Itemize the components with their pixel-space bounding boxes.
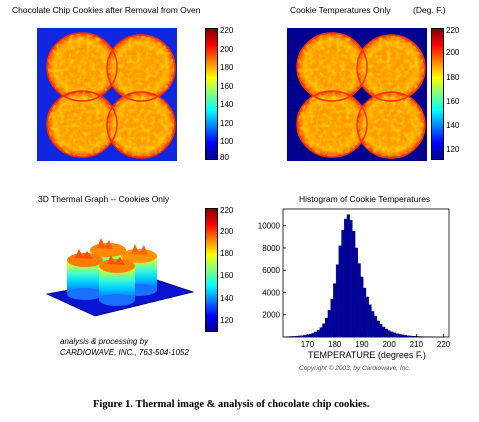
histogram-bar [300, 335, 304, 338]
histogram-bar [335, 264, 339, 338]
colorbar-tick: 200 [220, 227, 234, 236]
x-tick-label: 220 [437, 340, 451, 349]
histogram-bar [393, 332, 397, 338]
colorbar-tick: 180 [446, 73, 460, 82]
histogram-bar [341, 229, 345, 338]
unit-label: (Deg. F.) [413, 5, 446, 15]
colorbar-tick: 220 [446, 26, 460, 35]
colorbar-tick: 160 [220, 82, 234, 91]
histogram-bar [365, 296, 369, 338]
thermal-colorbar [205, 28, 218, 160]
x-tick-label: 190 [355, 340, 369, 349]
x-tick-label: 210 [410, 340, 424, 349]
histogram-bar [395, 333, 399, 338]
histogram-bar [289, 336, 293, 338]
colorbar-tick: 220 [220, 206, 234, 215]
histogram-bar [338, 245, 342, 338]
histogram-bar [322, 323, 326, 338]
histogram-bar [311, 333, 315, 338]
histogram-bar [295, 335, 299, 338]
colorbar-tick: 120 [446, 145, 460, 154]
thermal-title: Chocolate Chip Cookies after Removal fro… [12, 5, 201, 15]
histogram-bar [409, 335, 413, 338]
colorbar-tick: 160 [220, 271, 234, 280]
histogram-bar [333, 283, 337, 338]
histogram-bar [319, 327, 323, 338]
colorbar-tick: 180 [220, 249, 234, 258]
histogram-title: Histogram of Cookie Temperatures [299, 194, 431, 204]
histogram-bar [292, 336, 296, 338]
histogram-bar [303, 335, 307, 338]
histogram-bar [376, 320, 380, 338]
colorbar-tick: 120 [220, 316, 234, 325]
x-tick-label: 170 [301, 340, 315, 349]
y-tick-label: 2000 [262, 311, 280, 320]
colorbar-tick: 120 [220, 119, 234, 128]
histogram-bar [398, 334, 402, 338]
y-tick-label: 6000 [262, 266, 280, 275]
histogram-chart: 2000 4000 6000 8000 10000 170 180 190 200 210 220 [258, 208, 451, 349]
credit-line-2: CARDIOWAVE, INC., 763-504-1052 [60, 348, 189, 357]
histogram-bar [401, 334, 405, 338]
histogram-bar [371, 311, 375, 338]
histogram-bar [316, 330, 320, 338]
colorbar-tick: 220 [220, 26, 234, 35]
cookies-only-title: Cookie Temperatures Only [290, 5, 391, 15]
colorbar-tick: 160 [446, 97, 460, 106]
histogram-bar [344, 218, 348, 338]
colorbar-tick: 200 [220, 45, 234, 54]
colorbar-tick: 80 [220, 153, 229, 162]
histogram-bar [374, 316, 378, 338]
histogram-bar [357, 263, 361, 338]
histogram-bar [360, 276, 364, 338]
cookies-only-image [287, 28, 427, 161]
histogram-bar [352, 231, 356, 338]
histogram-bar [327, 310, 331, 338]
credit-line-1: analysis & processing by [60, 337, 149, 346]
graph3d-colorbar [205, 208, 218, 332]
histogram-bar [330, 299, 334, 338]
histogram-bar [390, 331, 394, 338]
colorbar-tick: 200 [446, 48, 460, 57]
graph3d-title: 3D Thermal Graph -- Cookies Only [38, 194, 170, 204]
colorbar-tick: 180 [220, 63, 234, 72]
histogram-bar [382, 326, 386, 338]
figure-caption: Figure 1. Thermal image & analysis of ch… [93, 399, 370, 410]
histogram-bar [412, 336, 416, 338]
histogram-bar [403, 335, 407, 338]
histogram-bar [379, 324, 383, 338]
histogram-bar [346, 214, 350, 338]
y-tick-label: 8000 [262, 244, 280, 253]
thermal-colorbar-ticks: 220 200 180 160 140 120 100 80 [220, 26, 246, 162]
histogram-bar [297, 335, 301, 338]
y-tick-label: 10000 [258, 222, 281, 231]
histogram-bar [368, 304, 372, 338]
histogram-xlabel: TEMPERATURE (degrees F.) [308, 350, 426, 360]
histogram-bar [314, 331, 318, 338]
cookies-only-colorbar [431, 28, 444, 160]
histogram-bar [363, 287, 367, 338]
histogram-bar [308, 333, 312, 338]
histogram-bar [384, 328, 388, 338]
x-tick-label: 200 [382, 340, 396, 349]
colorbar-tick: 140 [220, 294, 234, 303]
y-tick-label: 4000 [262, 288, 280, 297]
histogram-bar [417, 336, 421, 338]
x-tick-label: 180 [328, 340, 342, 349]
graph3d-surface [45, 238, 195, 317]
colorbar-tick: 140 [220, 100, 234, 109]
colorbar-tick: 100 [220, 137, 234, 146]
thermal-image [37, 28, 177, 161]
copyright-text: Copyright © 2003, by Cardiowave, Inc. [299, 365, 411, 372]
graph3d-colorbar-ticks: 220 200 180 160 140 120 [220, 206, 246, 330]
cookies-only-colorbar-ticks: 220 200 180 160 140 120 [446, 26, 472, 158]
histogram-bar [349, 219, 353, 338]
histogram-bar [325, 317, 329, 338]
colorbar-tick: 140 [446, 121, 460, 130]
histogram-bar [354, 247, 358, 338]
histogram-bar [406, 335, 410, 338]
